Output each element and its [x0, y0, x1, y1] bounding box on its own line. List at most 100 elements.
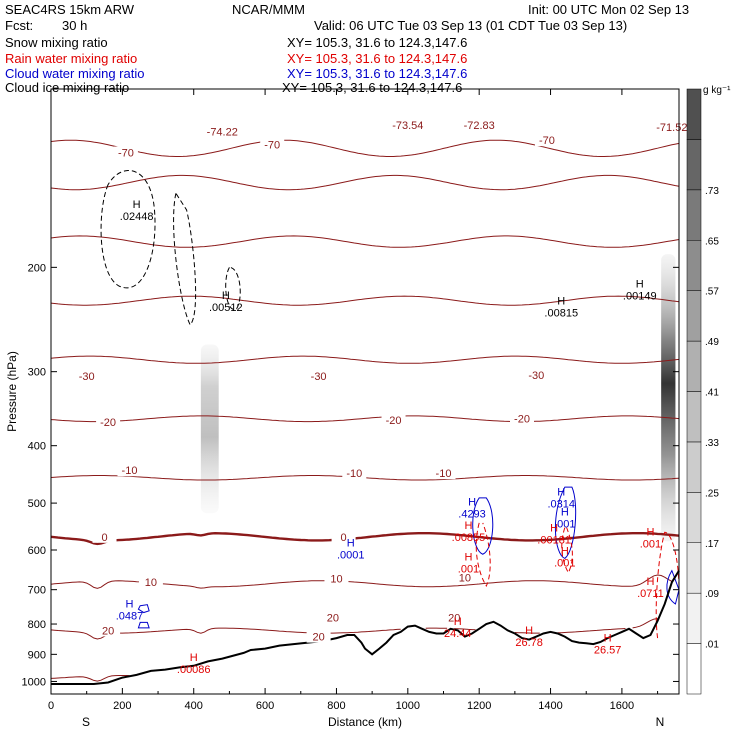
maximum-value-label: 26.78: [515, 637, 543, 649]
colorbar-segment: [686, 643, 702, 695]
maximum-marker: H: [190, 652, 198, 664]
org-label: NCAR/MMM: [232, 2, 305, 17]
colorbar-segment: [686, 391, 702, 443]
valid-time: Valid: 06 UTC Tue 03 Sep 13 (01 CDT Tue …: [314, 18, 628, 33]
snow-contour-1: [100, 170, 156, 289]
field-xy-snow: XY= 105.3, 31.6 to 124.3,147.6: [287, 35, 468, 50]
isotherm-label: -30: [528, 370, 544, 382]
isotherm-label-bg: [534, 134, 559, 147]
colorbar-segment: [686, 542, 702, 594]
isotherm-label-bg: [306, 630, 331, 643]
maximum-marker: H: [468, 497, 476, 509]
isotherm-20: [50, 618, 658, 640]
isotherm-label: -70: [264, 139, 280, 151]
isotherm-label: -73.54: [392, 120, 423, 132]
cloud-water-contour-3: [666, 569, 680, 605]
colorbar-segment: [686, 592, 702, 644]
maximum-value-label: .0487: [116, 611, 144, 623]
maximum-marker: H: [126, 599, 134, 611]
maximum-value-label: 26.57: [594, 644, 622, 656]
isotherm-label: 20: [312, 632, 324, 644]
field-name-cloud-water: Cloud water mixing ratio: [5, 66, 145, 81]
maximum-marker: H: [557, 487, 565, 499]
x-tick-label: 800: [327, 700, 345, 712]
isotherm-label-bg: [113, 146, 138, 159]
isotherm-label: -70: [118, 148, 134, 160]
isotherm-label-bg: [510, 412, 534, 425]
isotherm-label-bg: [74, 369, 99, 382]
maximum-marker: H: [557, 295, 565, 307]
isotherm-label: -20: [100, 417, 116, 429]
isotherm-m20: [50, 415, 680, 423]
field-name-rain: Rain water mixing ratio: [5, 51, 138, 66]
maximum-marker: H: [133, 199, 141, 211]
north-label: N: [656, 715, 665, 729]
ice-plume-right: [661, 254, 676, 542]
init-time: Init: 00 UTC Mon 02 Sep 13: [528, 2, 690, 17]
isotherm-label: -30: [79, 371, 95, 383]
isotherm-m50: [50, 235, 680, 248]
maximum-marker: H: [222, 290, 230, 302]
maximum-marker: H: [646, 527, 654, 539]
isotherm-label-bg: [452, 571, 477, 584]
field-name-snow: Snow mixing ratio: [5, 35, 108, 50]
rain-contour-2: [561, 527, 573, 574]
field-xy-rain: XY= 105.3, 31.6 to 124.3,147.6: [287, 51, 468, 66]
colorbar-segment: [686, 492, 702, 544]
y-tick-label: 500: [28, 498, 46, 510]
x-tick-label: 1200: [467, 700, 491, 712]
colorbar-tick-label: .57: [705, 287, 719, 298]
isotherm-label-bg: [210, 125, 235, 138]
isotherm-label-bg: [395, 118, 420, 131]
x-tick-label: 1400: [538, 700, 562, 712]
maximum-marker: H: [465, 520, 473, 532]
maximum-value-label: .00181: [537, 534, 571, 546]
isotherm-label-bg: [138, 576, 163, 589]
colorbar-tick-label: .09: [705, 589, 719, 600]
x-tick-label: 600: [256, 700, 274, 712]
rain-contour-1: [475, 522, 491, 588]
isotherm-label: -71.52: [656, 122, 687, 134]
maximum-value-label: .4293: [458, 509, 486, 521]
south-label: S: [82, 715, 90, 729]
isotherm-label: 20: [327, 613, 339, 625]
maximum-value-label: 24.44: [444, 628, 472, 640]
isotherm-label: 10: [459, 573, 471, 585]
model-title: SEAC4RS 15km ARW: [5, 2, 135, 17]
ice-plume-left: [200, 344, 219, 514]
maximum-value-label: .00512: [209, 302, 243, 314]
isotherm-label-bg: [381, 414, 406, 427]
terrain-line: [51, 570, 680, 685]
isotherm-30: [50, 675, 130, 682]
isotherm-label-bg: [431, 467, 456, 480]
maximum-value-label: .00086: [177, 664, 211, 676]
isotherm-m70: [50, 139, 680, 157]
maximum-marker: H: [561, 546, 569, 558]
isotherm-label: -30: [311, 371, 327, 383]
field-xy-cloud-water: XY= 105.3, 31.6 to 124.3,147.6: [287, 66, 468, 81]
y-tick-label: 300: [28, 367, 46, 379]
y-tick-label: 200: [28, 262, 46, 274]
colorbar-segment: [686, 240, 702, 291]
isotherm-label: -10: [436, 468, 452, 480]
maximum-value-label: .0001: [337, 549, 365, 561]
colorbar-tick-label: .33: [705, 438, 719, 449]
x-axis-label: Distance (km): [328, 715, 402, 729]
maximum-marker: H: [465, 552, 473, 564]
maximum-value-label: .00149: [623, 291, 657, 303]
isotherm-label-bg: [324, 572, 349, 585]
isotherm-label-bg: [659, 121, 684, 134]
isotherm-label: -74.22: [207, 127, 238, 139]
cloud-water-contour-1: [472, 497, 494, 555]
isotherm-label-bg: [92, 530, 117, 543]
x-tick-label: 200: [113, 700, 131, 712]
maximum-value-label: .0314: [547, 499, 575, 511]
y-tick-label: 400: [28, 441, 46, 453]
isotherm-label: 0: [341, 532, 347, 544]
isotherm-label: 0: [101, 532, 107, 544]
colorbar-segment: [686, 290, 702, 342]
x-tick-label: 1000: [396, 700, 420, 712]
isotherm-0: [50, 531, 680, 546]
colorbar-tick-label: .49: [705, 337, 719, 348]
colorbar-tick-label: .65: [705, 236, 719, 247]
